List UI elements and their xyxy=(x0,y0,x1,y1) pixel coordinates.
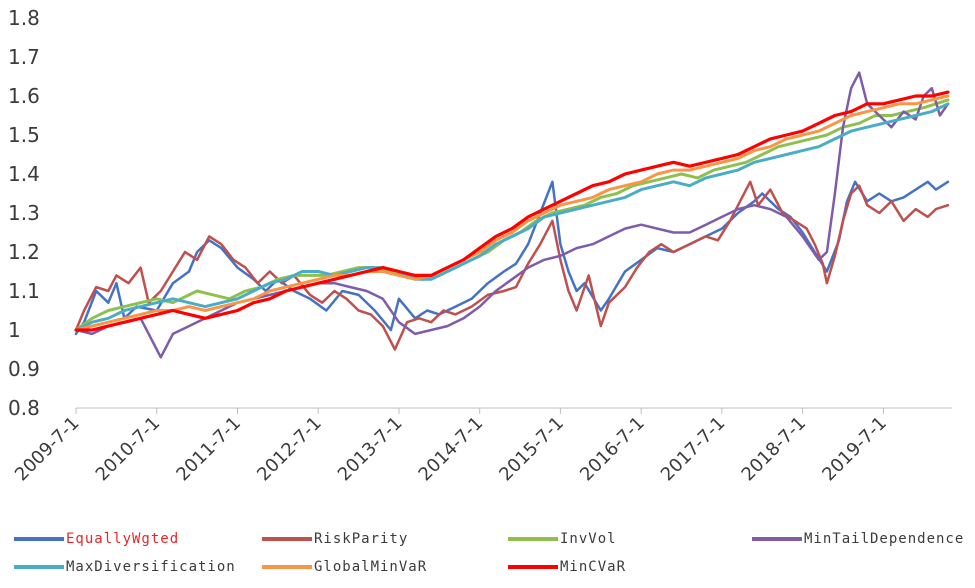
series-line-riskparity xyxy=(74,180,950,351)
legend-item-equallywgted: EquallyWgted xyxy=(14,529,179,549)
series-group xyxy=(74,71,950,359)
y-axis-labels: 0.8 0.9 1 1.1 1.2 1.3 1.4 1.5 1.6 1.7 1.8 xyxy=(8,6,40,420)
y-tick-label: 1.8 xyxy=(8,6,40,30)
series-line-mincvar xyxy=(74,90,950,332)
x-tick-label: 2016-7-1 xyxy=(576,413,649,486)
legend-swatch xyxy=(508,537,558,541)
legend-item-mincvar: MinCVaR xyxy=(508,557,626,577)
series-line-globalminvar xyxy=(74,94,950,332)
x-tick-label: 2019-7-1 xyxy=(818,413,891,486)
x-tick-label: 2018-7-1 xyxy=(738,413,811,486)
legend-label: EquallyWgted xyxy=(66,531,180,547)
y-tick-label: 1.6 xyxy=(8,84,40,108)
series-line-invvol xyxy=(74,98,950,332)
series-line-mintaildependence xyxy=(74,71,950,359)
x-tick-label: 2014-7-1 xyxy=(415,413,488,486)
y-tick-label: 0.8 xyxy=(8,396,40,420)
legend-item-maxdiversification: MaxDiversification xyxy=(14,557,236,577)
series-line-maxdiversification xyxy=(74,102,950,332)
legend-label: MinTailDependence xyxy=(804,531,965,547)
legend-swatch xyxy=(508,565,558,569)
legend-item-invvol: InvVol xyxy=(508,529,617,549)
y-tick-label: 1.1 xyxy=(8,279,40,303)
legend-swatch xyxy=(14,537,64,541)
legend-label: RiskParity xyxy=(314,531,409,547)
legend-item-mintaildependence: MinTailDependence xyxy=(752,529,964,549)
x-tick-label: 2010-7-1 xyxy=(92,413,165,486)
legend-item-globalminvar: GlobalMinVaR xyxy=(262,557,427,577)
line-chart: 0.8 0.9 1 1.1 1.2 1.3 1.4 1.5 1.6 1.7 1.8 2009-7-1… xyxy=(8,6,952,485)
legend-label: InvVol xyxy=(560,531,617,547)
y-tick-label: 1.2 xyxy=(8,240,40,264)
legend-label: MaxDiversification xyxy=(66,559,236,575)
y-tick-label: 1 xyxy=(8,318,21,342)
legend-label: GlobalMinVaR xyxy=(314,559,428,575)
y-tick-label: 1.3 xyxy=(8,201,40,225)
x-tick-label: 2009-7-1 xyxy=(11,413,84,486)
legend: EquallyWgted RiskParity InvVol MinTailDepen… xyxy=(0,505,975,588)
legend-item-riskparity: RiskParity xyxy=(262,529,408,549)
x-axis-ticks: 2009-7-1 2010-7-1 2011-7-1 2012-7-1 2013-7-1… xyxy=(11,408,891,485)
legend-swatch xyxy=(262,565,312,569)
x-tick-label: 2015-7-1 xyxy=(495,413,568,486)
x-tick-label: 2011-7-1 xyxy=(172,413,245,486)
x-tick-label: 2017-7-1 xyxy=(657,413,730,486)
y-tick-label: 0.9 xyxy=(8,357,40,381)
y-tick-label: 1.7 xyxy=(8,45,40,69)
legend-swatch xyxy=(752,537,802,541)
y-tick-label: 1.4 xyxy=(8,162,40,186)
x-tick-label: 2012-7-1 xyxy=(253,413,326,486)
legend-swatch xyxy=(262,537,312,541)
y-tick-label: 1.5 xyxy=(8,123,40,147)
legend-swatch xyxy=(14,565,64,569)
legend-label: MinCVaR xyxy=(560,559,627,575)
x-tick-label: 2013-7-1 xyxy=(334,413,407,486)
